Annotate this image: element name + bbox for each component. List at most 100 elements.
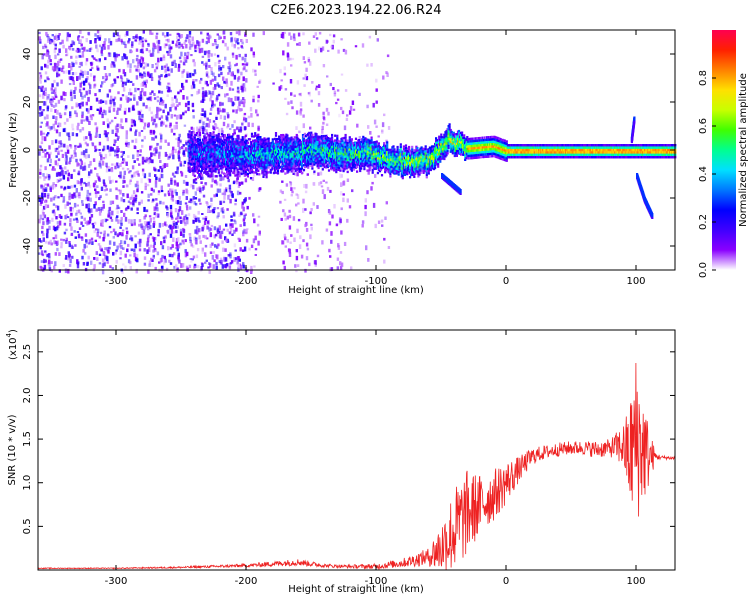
heatmap-noise-cell bbox=[53, 128, 57, 131]
heatmap-noise-cell bbox=[64, 92, 67, 97]
heatmap-signal-cell bbox=[291, 169, 294, 172]
heatmap-noise-cell bbox=[125, 130, 128, 135]
heatmap-noise-cell bbox=[57, 122, 60, 127]
heatmap-signal-cell bbox=[228, 169, 231, 173]
heatmap-signal-cell bbox=[336, 141, 339, 145]
heatmap-noise-cell bbox=[214, 124, 218, 129]
heatmap-noise-cell bbox=[59, 58, 63, 61]
heatmap-noise-cell bbox=[208, 64, 211, 68]
heatmap-noise-cell bbox=[98, 211, 102, 216]
heatmap-noise-cell bbox=[53, 97, 56, 100]
heatmap-noise-cell bbox=[272, 82, 275, 85]
heatmap-noise-cell bbox=[40, 199, 44, 204]
heatmap-noise-cell bbox=[91, 222, 95, 226]
heatmap-noise-cell bbox=[113, 139, 116, 144]
heatmap-noise-cell bbox=[120, 38, 123, 42]
heatmap-noise-cell bbox=[67, 185, 70, 189]
heatmap-signal-cell bbox=[190, 134, 193, 137]
heatmap-noise-cell bbox=[134, 131, 137, 136]
heatmap-noise-cell bbox=[78, 75, 81, 80]
heatmap-noise-cell bbox=[122, 175, 126, 180]
heatmap-noise-cell bbox=[77, 122, 80, 127]
heatmap-noise-cell bbox=[237, 96, 240, 101]
heatmap-signal-cell bbox=[207, 174, 210, 178]
heatmap-noise-cell bbox=[42, 221, 45, 226]
heatmap-noise-cell bbox=[281, 190, 284, 195]
heatmap-noise-cell bbox=[120, 150, 123, 153]
heatmap-noise-cell bbox=[230, 215, 233, 218]
heatmap-noise-cell bbox=[55, 95, 58, 99]
heatmap-noise-cell bbox=[106, 145, 110, 150]
heatmap-noise-cell bbox=[111, 210, 114, 216]
heatmap-noise-cell bbox=[174, 246, 178, 250]
heatmap-noise-cell bbox=[99, 231, 103, 235]
heatmap-noise-cell bbox=[215, 97, 218, 102]
heatmap-noise-cell bbox=[219, 101, 222, 107]
heatmap-noise-cell bbox=[208, 227, 211, 232]
heatmap-noise-cell bbox=[354, 45, 358, 48]
heatmap-noise-cell bbox=[69, 218, 72, 223]
heatmap-noise-cell bbox=[212, 72, 215, 77]
heatmap-signal-cell bbox=[245, 159, 248, 162]
heatmap-noise-cell bbox=[101, 258, 105, 263]
heatmap-noise-cell bbox=[221, 176, 224, 181]
heatmap-noise-cell bbox=[225, 81, 228, 85]
heatmap-noise-cell bbox=[174, 208, 178, 213]
heatmap-signal-cell bbox=[197, 169, 201, 172]
heatmap-noise-cell bbox=[53, 240, 56, 245]
heatmap-noise-cell bbox=[163, 260, 166, 265]
heatmap-noise-cell bbox=[153, 153, 157, 157]
heatmap-noise-cell bbox=[89, 68, 92, 71]
heatmap-signal-cell bbox=[257, 143, 260, 146]
heatmap-noise-cell bbox=[210, 53, 213, 57]
heatmap-noise-cell bbox=[221, 207, 224, 211]
heatmap-noise-cell bbox=[77, 233, 81, 239]
heatmap-noise-cell bbox=[283, 66, 286, 71]
heatmap-noise-cell bbox=[152, 249, 155, 253]
heatmap-noise-cell bbox=[118, 34, 121, 39]
heatmap-noise-cell bbox=[323, 194, 326, 200]
heatmap-signal-cell bbox=[333, 169, 336, 172]
heatmap-signal-cell bbox=[237, 137, 240, 140]
heatmap-signal-cell bbox=[260, 140, 263, 143]
heatmap-noise-cell bbox=[227, 97, 231, 103]
heatmap-noise-cell bbox=[46, 114, 49, 120]
heatmap-noise-cell bbox=[173, 59, 176, 64]
heatmap-noise-cell bbox=[52, 225, 56, 231]
heatmap-noise-cell bbox=[148, 172, 151, 177]
heatmap-noise-cell bbox=[219, 66, 223, 71]
heatmap-noise-cell bbox=[80, 61, 83, 67]
heatmap-signal-cell bbox=[206, 154, 209, 157]
heatmap-noise-cell bbox=[58, 59, 61, 63]
heatmap-noise-cell bbox=[313, 182, 316, 186]
heatmap-noise-cell bbox=[235, 40, 238, 44]
heatmap-noise-cell bbox=[262, 31, 265, 36]
heatmap-noise-cell bbox=[208, 205, 212, 208]
heatmap-noise-cell bbox=[40, 148, 43, 151]
heatmap-noise-cell bbox=[290, 234, 293, 237]
heatmap-noise-cell bbox=[201, 108, 204, 112]
heatmap-noise-cell bbox=[87, 32, 90, 35]
heatmap-noise-cell bbox=[209, 35, 212, 39]
heatmap-noise-cell bbox=[195, 240, 198, 245]
heatmap-noise-cell bbox=[71, 106, 74, 110]
heatmap-noise-cell bbox=[79, 129, 82, 133]
heatmap-noise-cell bbox=[340, 191, 343, 196]
heatmap-noise-cell bbox=[78, 88, 82, 93]
heatmap-noise-cell bbox=[190, 126, 193, 130]
heatmap-noise-cell bbox=[170, 216, 174, 220]
heatmap-noise-cell bbox=[54, 120, 57, 125]
heatmap-noise-cell bbox=[296, 228, 299, 234]
heatmap-signal-cell bbox=[292, 172, 295, 175]
heatmap-noise-cell bbox=[215, 181, 219, 186]
heatmap-noise-cell bbox=[63, 121, 67, 125]
heatmap-noise-cell bbox=[94, 190, 98, 195]
heatmap-signal-cell bbox=[257, 169, 260, 172]
heatmap-noise-cell bbox=[47, 59, 50, 64]
heatmap-noise-cell bbox=[138, 243, 142, 248]
heatmap-noise-cell bbox=[75, 158, 78, 163]
heatmap-signal-cell bbox=[220, 171, 223, 174]
heatmap-noise-cell bbox=[105, 169, 109, 173]
heatmap-noise-cell bbox=[176, 104, 179, 107]
heatmap-noise-cell bbox=[200, 31, 203, 35]
